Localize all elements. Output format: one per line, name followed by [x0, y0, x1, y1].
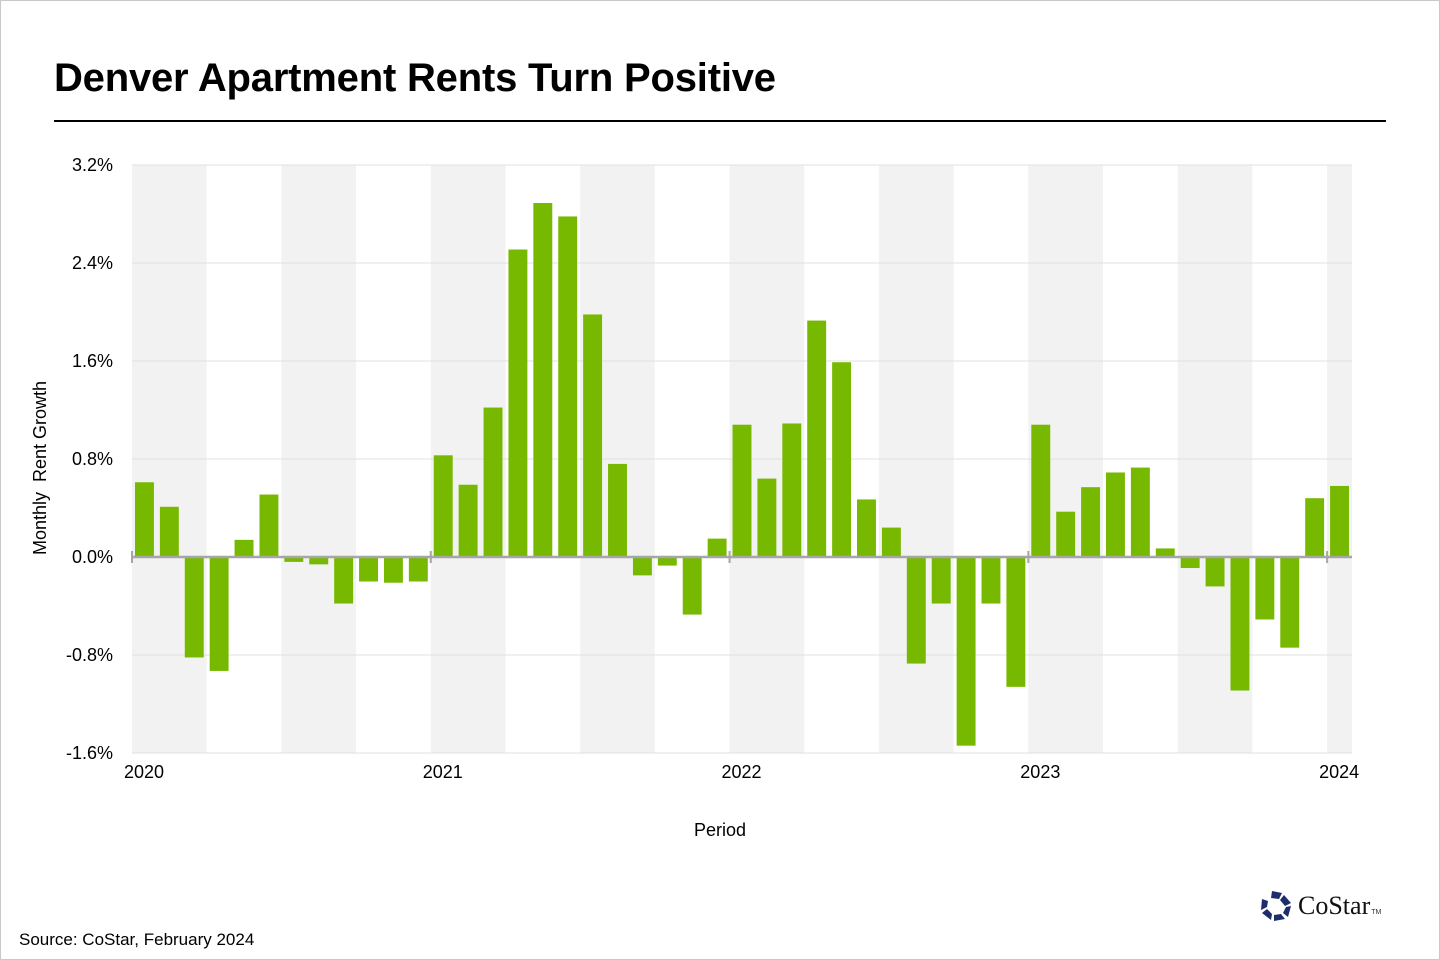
y-tick-label: 3.2% — [72, 155, 113, 175]
bar-2020-04 — [209, 557, 229, 671]
bar-2020-03 — [184, 557, 204, 658]
bar-2023-06 — [1155, 548, 1175, 557]
x-axis-label: Period — [694, 820, 746, 840]
bar-2021-06 — [558, 216, 578, 557]
bar-2021-10 — [657, 557, 677, 566]
bar-2020-01 — [134, 482, 154, 557]
x-tick-label: 2021 — [423, 762, 463, 782]
bar-2022-09 — [931, 557, 951, 604]
bar-2020-05 — [234, 539, 254, 557]
gridlines — [132, 164, 1352, 754]
x-tick-label: 2022 — [722, 762, 762, 782]
costar-wordmark: CoStar — [1298, 891, 1371, 920]
bar-2020-07 — [284, 557, 304, 562]
y-tick-label: -0.8% — [66, 645, 113, 665]
y-tick-label: 0.8% — [72, 449, 113, 469]
y-tick-label: 2.4% — [72, 253, 113, 273]
costar-logo: CoStar TM — [1260, 890, 1381, 922]
bar-2022-12 — [1006, 557, 1026, 687]
bar-2022-03 — [782, 423, 802, 557]
bar-2022-05 — [832, 362, 852, 557]
bar-2022-07 — [881, 527, 901, 557]
bar-2023-03 — [1081, 487, 1101, 557]
y-tick-label: -1.6% — [66, 743, 113, 763]
bar-2022-01 — [732, 424, 752, 557]
bar-2021-07 — [583, 314, 603, 557]
y-tick-labels: 3.2% 2.4% 1.6% 0.8% 0.0% -0.8% -1.6% — [66, 155, 113, 763]
bar-2020-10 — [359, 557, 378, 582]
source-note: Source: CoStar, February 2024 — [19, 930, 255, 949]
bar-2021-12 — [707, 538, 727, 557]
chart-title: Denver Apartment Rents Turn Positive — [54, 56, 776, 100]
x-tick-label: 2024 — [1319, 762, 1359, 782]
bar-2021-02 — [458, 484, 478, 557]
bar-2021-03 — [483, 407, 503, 557]
bar-2022-06 — [857, 499, 876, 557]
bar-2022-02 — [757, 478, 777, 557]
bar-2022-10 — [956, 557, 976, 746]
bar-2020-06 — [259, 494, 279, 557]
bar-2023-10 — [1255, 557, 1275, 620]
bar-2022-04 — [807, 320, 827, 557]
bar-2023-12 — [1305, 498, 1325, 557]
bar-2021-08 — [608, 463, 627, 557]
y-tick-label: 1.6% — [72, 351, 113, 371]
bar-2020-02 — [159, 506, 179, 557]
bar-2022-11 — [981, 557, 1001, 604]
bars — [134, 202, 1350, 746]
bar-2023-07 — [1180, 557, 1200, 569]
bar-2022-08 — [906, 557, 926, 664]
title-divider — [54, 120, 1386, 122]
bar-2023-01 — [1031, 424, 1051, 557]
trademark-mark: TM — [1371, 908, 1382, 916]
y-axis-label: Monthly Rent Growth — [30, 381, 50, 555]
bar-2021-11 — [682, 557, 702, 615]
bar-2023-09 — [1230, 557, 1250, 691]
bar-2024-01 — [1330, 485, 1350, 557]
bar-2023-05 — [1130, 467, 1150, 557]
bar-2023-02 — [1056, 511, 1076, 557]
bar-2023-04 — [1106, 472, 1125, 557]
x-tick-label: 2020 — [124, 762, 164, 782]
bar-2020-09 — [334, 557, 354, 604]
bar-2023-08 — [1205, 557, 1225, 587]
bar-2021-09 — [632, 557, 652, 576]
x-tick-labels: 2020 2021 2022 2023 2024 — [124, 762, 1359, 782]
bar-2021-05 — [533, 202, 553, 557]
bar-2021-04 — [508, 249, 528, 557]
bar-2020-12 — [408, 557, 428, 582]
bar-2023-11 — [1280, 557, 1300, 648]
bar-2020-11 — [383, 557, 403, 583]
y-tick-label: 0.0% — [72, 547, 113, 567]
x-axis — [131, 551, 1352, 563]
costar-star-icon — [1261, 891, 1291, 921]
bar-2021-01 — [433, 455, 453, 557]
x-tick-label: 2023 — [1020, 762, 1060, 782]
bar-2020-08 — [309, 557, 329, 565]
